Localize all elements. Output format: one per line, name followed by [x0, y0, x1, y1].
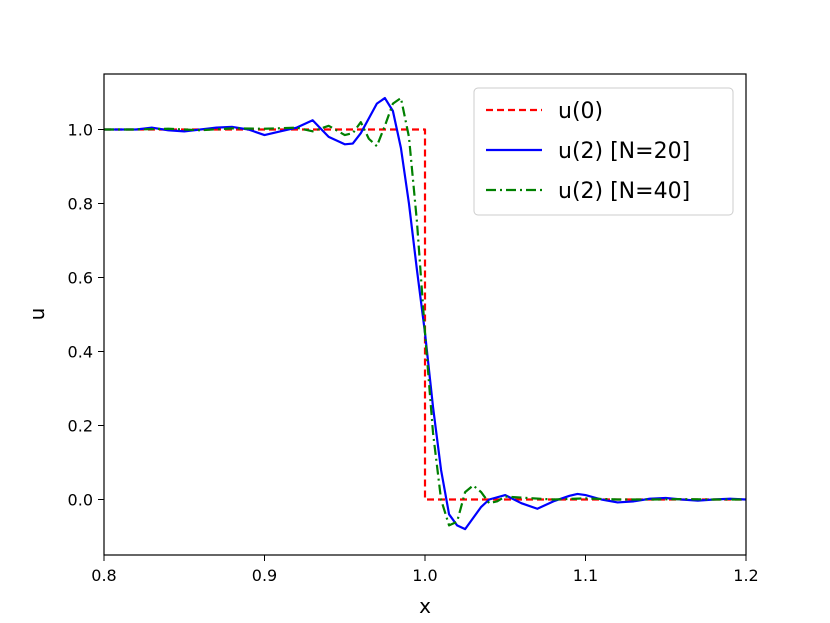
y-axis: 0.0 0.2 0.4 0.6 0.8 1.0 [68, 121, 104, 510]
series-line-3 [104, 96, 746, 527]
legend-label: u(0) [558, 99, 603, 124]
x-tick-label: 0.8 [91, 566, 116, 585]
legend-frame [473, 87, 734, 216]
x-axis-label: x [419, 594, 431, 618]
legend: u(0) u(2) [N=20] u(2) [N=40] [473, 87, 734, 216]
y-tick-label: 1.0 [68, 121, 93, 140]
y-tick-label: 0.4 [68, 343, 93, 362]
y-tick-label: 0.8 [68, 195, 93, 214]
x-tick-label: 0.9 [252, 566, 277, 585]
legend-label: u(2) [N=20] [558, 139, 690, 164]
y-axis-label: u [25, 308, 49, 321]
series-layer [104, 96, 747, 531]
x-tick-label: 1.2 [733, 566, 758, 585]
y-tick-label: 0.6 [68, 269, 93, 288]
y-tick-label: 0.0 [68, 491, 93, 510]
x-tick-label: 1.0 [412, 566, 437, 585]
x-tick-label: 1.1 [573, 566, 598, 585]
x-axis: 0.8 0.9 1.0 1.1 1.2 [91, 555, 759, 585]
legend-label: u(2) [N=40] [558, 179, 690, 204]
y-tick-label: 0.2 [68, 417, 93, 436]
